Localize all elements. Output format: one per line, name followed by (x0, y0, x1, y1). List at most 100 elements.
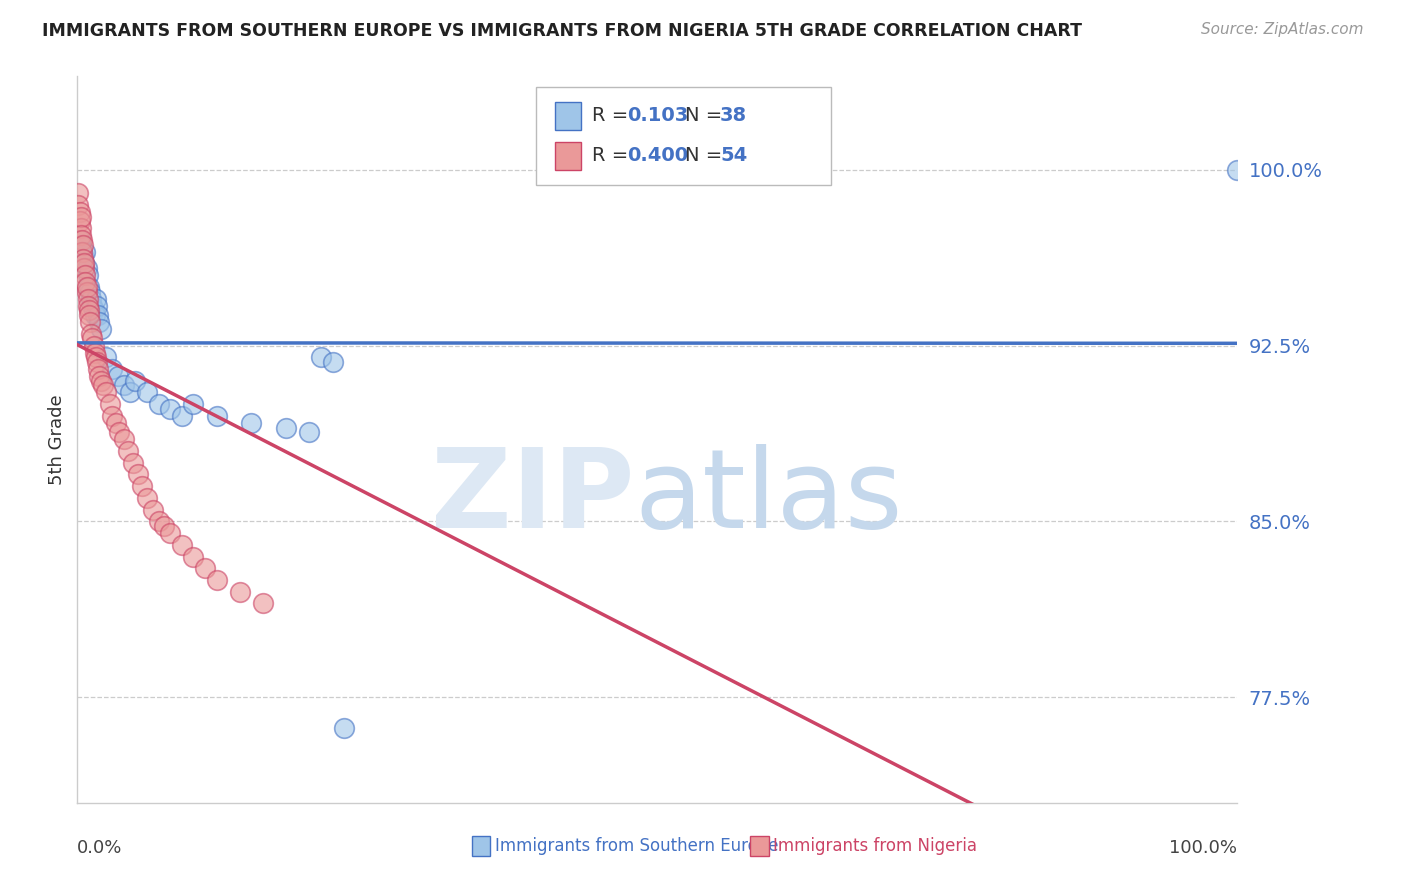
Point (194, 561, 217, 575)
Text: Source: ZipAtlas.com: Source: ZipAtlas.com (1201, 22, 1364, 37)
Text: 54: 54 (720, 146, 747, 165)
Point (69, 204, 91, 219)
Point (70, 233, 93, 247)
Point (75, 275, 97, 289)
Point (108, 425, 131, 440)
Point (205, 573, 228, 587)
Text: IMMIGRANTS FROM SOUTHERN EUROPE VS IMMIGRANTS FROM NIGERIA 5TH GRADE CORRELATION: IMMIGRANTS FROM SOUTHERN EUROPE VS IMMIG… (42, 22, 1083, 40)
Point (89, 369, 111, 384)
Point (148, 515, 170, 529)
Text: R =: R = (592, 106, 636, 125)
Point (183, 397, 205, 411)
Point (565, 167, 588, 181)
Point (124, 374, 146, 388)
Point (91, 378, 114, 392)
Point (117, 444, 139, 458)
Point (76, 268, 98, 282)
Point (83, 308, 105, 322)
Point (79, 285, 101, 299)
Point (76, 292, 98, 306)
Point (228, 584, 252, 599)
Point (142, 502, 165, 516)
Point (118, 385, 141, 400)
Point (170, 409, 193, 423)
Point (76, 285, 98, 299)
Text: R =: R = (592, 146, 636, 165)
Text: ZIP: ZIP (430, 444, 634, 551)
Point (90, 322, 111, 336)
Point (135, 491, 157, 505)
Point (69, 228, 91, 243)
Point (69, 214, 91, 228)
Point (240, 416, 263, 430)
Point (86, 355, 108, 369)
FancyBboxPatch shape (472, 836, 491, 855)
Point (112, 378, 135, 392)
Point (76, 261, 98, 276)
Point (153, 519, 176, 533)
Text: N =: N = (685, 146, 728, 165)
Point (84, 350, 107, 364)
Text: 0.400: 0.400 (627, 146, 689, 165)
Point (76, 280, 98, 294)
Point (77, 303, 100, 318)
Point (72, 252, 94, 266)
Text: 100.0%: 100.0% (1170, 839, 1237, 857)
Point (96, 350, 118, 364)
Point (252, 597, 274, 611)
Point (77, 308, 100, 322)
Point (83, 303, 105, 318)
Point (107, 369, 129, 384)
Point (70, 244, 93, 259)
Point (127, 467, 149, 482)
Text: 0.0%: 0.0% (77, 839, 122, 857)
Point (86, 299, 108, 313)
Point (72, 237, 94, 252)
Text: 0.103: 0.103 (627, 106, 689, 125)
Text: Immigrants from Nigeria: Immigrants from Nigeria (773, 837, 977, 855)
Point (298, 425, 321, 440)
Point (1226, 162, 1249, 177)
Point (69, 210, 91, 224)
Point (112, 433, 135, 447)
Point (83, 338, 105, 352)
Point (274, 420, 298, 434)
Text: Immigrants from Southern Europe: Immigrants from Southern Europe (495, 837, 779, 855)
Point (321, 355, 344, 369)
Point (72, 249, 94, 263)
Point (98, 397, 121, 411)
FancyBboxPatch shape (555, 102, 581, 129)
Point (67, 198, 90, 212)
Point (87, 362, 110, 376)
Point (75, 244, 97, 259)
Point (69, 233, 91, 247)
Text: 38: 38 (720, 106, 747, 125)
FancyBboxPatch shape (536, 87, 831, 185)
Point (84, 292, 107, 306)
Point (183, 549, 205, 564)
Point (76, 299, 98, 313)
Point (333, 721, 356, 735)
Point (82, 299, 104, 313)
Point (79, 315, 101, 329)
Point (89, 315, 111, 329)
FancyBboxPatch shape (555, 142, 581, 169)
Point (69, 237, 91, 252)
Point (101, 362, 124, 376)
Point (80, 326, 103, 341)
Point (159, 526, 181, 541)
Point (96, 385, 118, 400)
Point (205, 409, 228, 423)
Point (159, 401, 181, 416)
Point (135, 385, 157, 400)
Point (90, 374, 111, 388)
Point (104, 416, 127, 430)
Text: N =: N = (685, 106, 728, 125)
Point (70, 244, 93, 259)
Point (83, 345, 105, 359)
Point (122, 456, 145, 470)
Text: atlas: atlas (634, 444, 903, 551)
Point (87, 308, 110, 322)
Point (101, 409, 124, 423)
Point (77, 280, 100, 294)
